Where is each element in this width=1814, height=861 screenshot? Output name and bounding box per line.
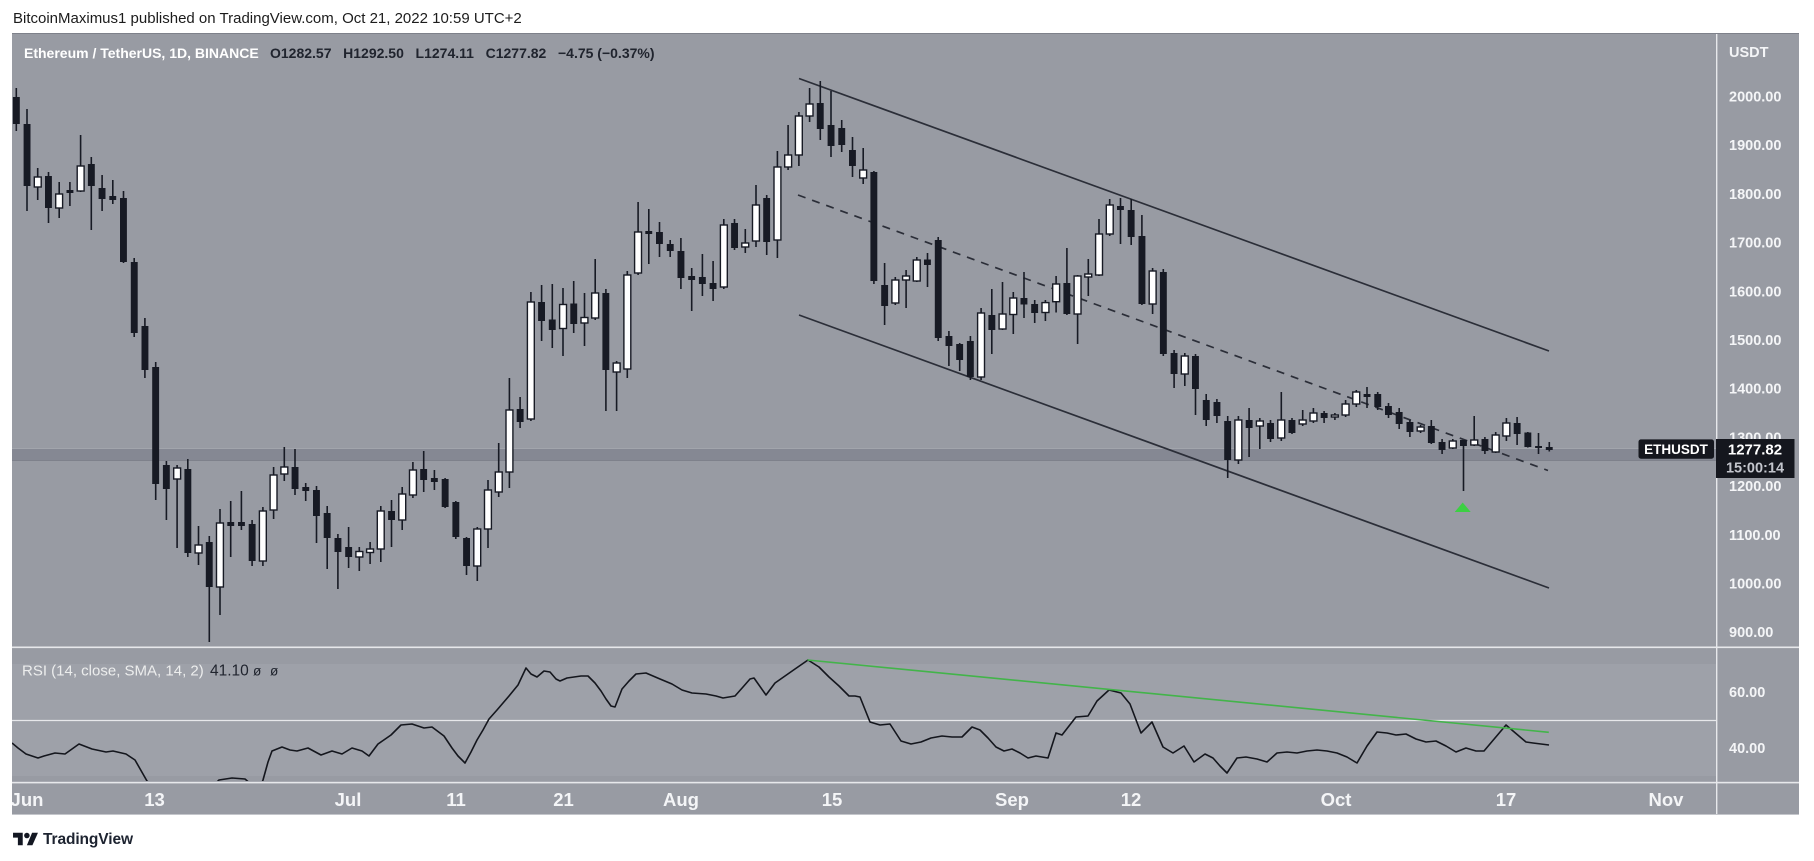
svg-text:O1282.57 H1292.50 L1274.11: O1282.57 H1292.50 L1274.11 C1277.82 −4.7… — [270, 45, 655, 61]
svg-text:1100.00: 1100.00 — [1729, 528, 1781, 544]
svg-text:1800.00: 1800.00 — [1729, 187, 1781, 203]
svg-text:Ethereum / TetherUS, 1D, BINAN: Ethereum / TetherUS, 1D, BINANCE — [24, 45, 259, 61]
svg-text:1700.00: 1700.00 — [1729, 236, 1781, 252]
svg-text:Sep: Sep — [995, 789, 1029, 810]
svg-text:Oct: Oct — [1321, 789, 1352, 810]
svg-text:ø: ø — [270, 664, 278, 679]
svg-text:ETHUSDT: ETHUSDT — [1644, 442, 1709, 457]
svg-text:13: 13 — [144, 789, 165, 810]
svg-text:900.00: 900.00 — [1729, 625, 1773, 641]
svg-text:11: 11 — [446, 789, 466, 810]
svg-text:15: 15 — [822, 789, 843, 810]
svg-text:1200.00: 1200.00 — [1729, 479, 1781, 495]
svg-text:15:00:14: 15:00:14 — [1726, 461, 1784, 477]
svg-text:1600.00: 1600.00 — [1729, 284, 1781, 300]
svg-text:2000.00: 2000.00 — [1729, 90, 1781, 106]
svg-text:RSI (14, close, SMA, 14, 2): RSI (14, close, SMA, 14, 2) — [22, 663, 204, 680]
svg-text:Nov: Nov — [1649, 789, 1685, 810]
svg-text:1000.00: 1000.00 — [1729, 577, 1781, 593]
svg-text:41.10: 41.10 — [210, 663, 249, 680]
svg-text:Jun: Jun — [12, 789, 43, 810]
svg-text:40.00: 40.00 — [1729, 741, 1765, 757]
svg-text:Aug: Aug — [663, 789, 699, 810]
svg-text:12: 12 — [1121, 789, 1142, 810]
svg-text:ø: ø — [253, 664, 261, 679]
svg-text:1277.82: 1277.82 — [1728, 442, 1782, 459]
svg-text:1400.00: 1400.00 — [1729, 382, 1781, 398]
svg-text:17: 17 — [1496, 789, 1517, 810]
svg-text:1900.00: 1900.00 — [1729, 138, 1781, 154]
svg-text:1500.00: 1500.00 — [1729, 333, 1781, 349]
svg-text:USDT: USDT — [1729, 45, 1769, 61]
svg-text:60.00: 60.00 — [1729, 685, 1765, 701]
svg-text:Jul: Jul — [335, 789, 362, 810]
svg-text:21: 21 — [553, 789, 574, 810]
